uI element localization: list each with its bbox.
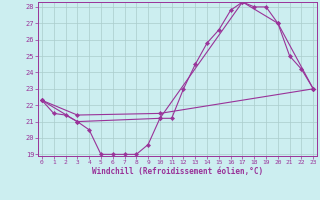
X-axis label: Windchill (Refroidissement éolien,°C): Windchill (Refroidissement éolien,°C)	[92, 167, 263, 176]
